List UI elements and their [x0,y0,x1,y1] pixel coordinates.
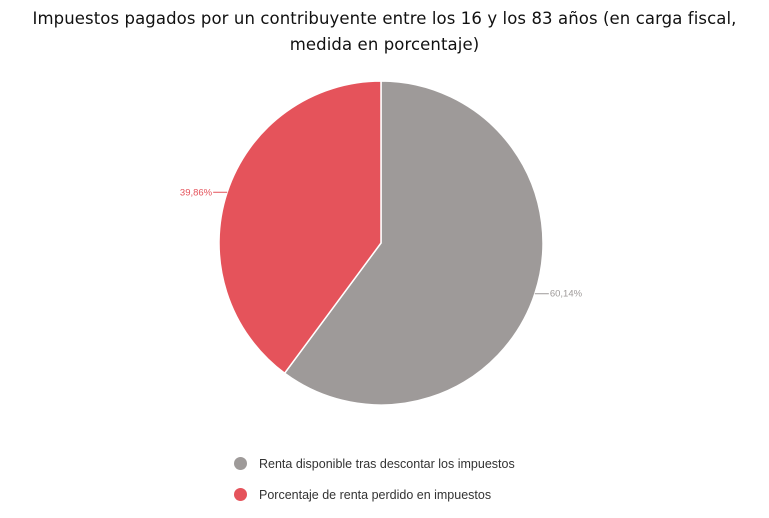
legend-item-impuestos[interactable]: Porcentaje de renta perdido en impuestos [234,487,515,502]
legend-swatch-impuestos [234,488,247,501]
data-label-impuestos: 39,86% [180,187,213,198]
chart-legend: Renta disponible tras descontar los impu… [234,456,515,518]
legend-label-renta-disponible: Renta disponible tras descontar los impu… [259,456,515,471]
legend-swatch-renta-disponible [234,457,247,470]
chart-title: Impuestos pagados por un contribuyente e… [32,9,737,54]
legend-label-impuestos: Porcentaje de renta perdido en impuestos [259,487,492,502]
legend-item-renta-disponible[interactable]: Renta disponible tras descontar los impu… [234,456,515,471]
data-label-renta-disponible: 60,14% [550,289,583,300]
pie-slice-impuestos[interactable] [218,80,382,375]
